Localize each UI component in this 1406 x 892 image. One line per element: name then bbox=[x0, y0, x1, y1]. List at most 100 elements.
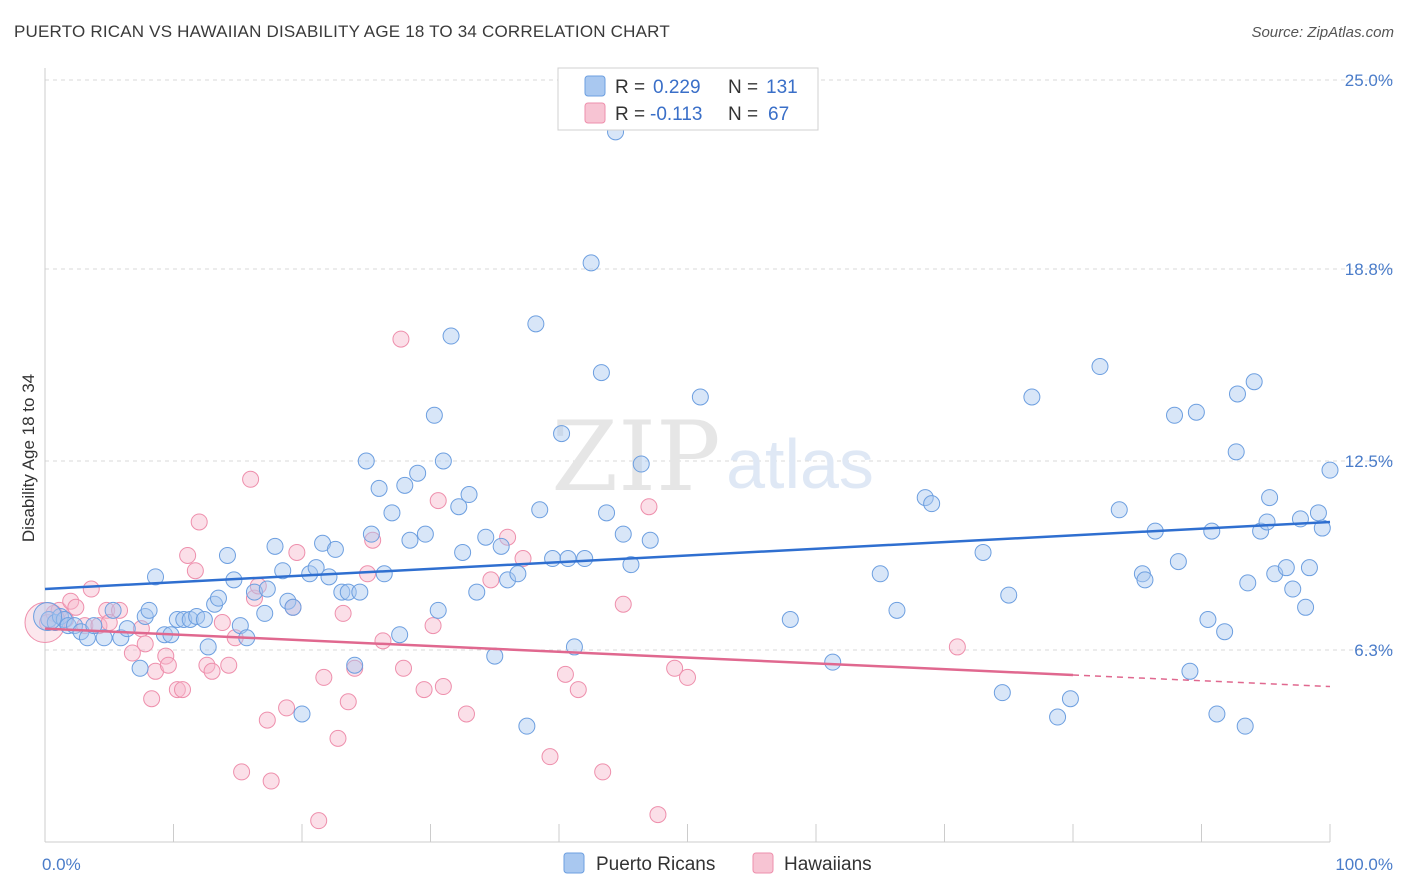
puerto-ricans-point-81 bbox=[598, 504, 616, 522]
puerto-ricans-point-33 bbox=[258, 580, 276, 598]
puerto-ricans-point-103 bbox=[1136, 571, 1154, 589]
puerto-ricans-point-58 bbox=[425, 406, 443, 424]
hawaiians-point-19 bbox=[168, 681, 186, 699]
puerto-ricans-point-75 bbox=[553, 425, 571, 443]
hawaiians-point-55 bbox=[499, 528, 517, 546]
hawaiians-point-37 bbox=[288, 543, 306, 561]
hawaiians-point-54 bbox=[482, 571, 500, 589]
puerto-ricans-point-97 bbox=[1023, 388, 1041, 406]
puerto-ricans-point-26 bbox=[209, 589, 227, 607]
y-tick-label-3: 25.0% bbox=[1345, 71, 1393, 90]
puerto-ricans-point-99 bbox=[1061, 690, 1079, 708]
puerto-ricans-point-65 bbox=[468, 583, 486, 601]
puerto-ricans-point-89 bbox=[824, 653, 842, 671]
hawaiians-point-56 bbox=[514, 550, 532, 568]
hawaiians-point-57 bbox=[541, 748, 559, 766]
puerto-ricans-point-100 bbox=[1091, 358, 1109, 376]
puerto-ricans-point-55 bbox=[401, 531, 419, 549]
puerto-ricans-point-20 bbox=[175, 610, 193, 628]
puerto-ricans-point-106 bbox=[1169, 553, 1187, 571]
legend-n-value-2: 67 bbox=[768, 104, 789, 125]
hawaiians-point-65 bbox=[679, 668, 696, 686]
puerto-ricans-point-79 bbox=[582, 254, 600, 272]
puerto-ricans-point-56 bbox=[409, 464, 427, 482]
hawaiians-point-12 bbox=[123, 644, 141, 662]
puerto-ricans-trend-line bbox=[44, 520, 1331, 591]
puerto-ricans-point-96 bbox=[1000, 586, 1018, 604]
puerto-ricans-point-72 bbox=[527, 315, 545, 333]
puerto-ricans-point-69 bbox=[499, 571, 517, 589]
hawaiians-point-49 bbox=[415, 681, 433, 699]
puerto-ricans-point-71 bbox=[518, 717, 536, 735]
hawaiians-point-38 bbox=[310, 812, 328, 830]
x-tick-label-0: 0.0% bbox=[42, 855, 81, 874]
hawaiians-point-63 bbox=[649, 806, 667, 824]
puerto-ricans-point-126 bbox=[1300, 559, 1318, 577]
hawaiians-point-60 bbox=[594, 763, 612, 781]
puerto-ricans-point-83 bbox=[614, 525, 632, 543]
puerto-ricans-point-13 bbox=[131, 659, 149, 677]
puerto-ricans-point-24 bbox=[199, 638, 217, 656]
puerto-ricans-point-63 bbox=[454, 543, 472, 561]
puerto-ricans-point-42 bbox=[320, 568, 338, 586]
legend-r-value-2: -0.113 bbox=[650, 104, 702, 125]
puerto-ricans-point-57 bbox=[416, 525, 434, 543]
hawaiians-point-42 bbox=[339, 693, 357, 711]
puerto-ricans-point-128 bbox=[1313, 519, 1331, 537]
puerto-ricans-point-80 bbox=[592, 364, 610, 382]
x-tick-label-1: 100.0% bbox=[1335, 855, 1393, 874]
puerto-ricans-point-111 bbox=[1208, 705, 1226, 723]
puerto-ricans-point-117 bbox=[1245, 373, 1263, 391]
legend-r-value-1: 0.229 bbox=[653, 77, 701, 98]
puerto-ricans-point-93 bbox=[923, 495, 941, 513]
hawaiians-point-18 bbox=[159, 656, 177, 674]
puerto-ricans-cluster-point bbox=[33, 601, 63, 631]
hawaiians-point-52 bbox=[434, 678, 452, 696]
puerto-ricans-point-34 bbox=[266, 537, 284, 555]
hawaiians-point-64 bbox=[666, 659, 684, 677]
puerto-ricans-point-115 bbox=[1236, 717, 1254, 735]
puerto-ricans-point-47 bbox=[351, 583, 369, 601]
puerto-ricans-point-76 bbox=[559, 550, 577, 568]
puerto-ricans-point-107 bbox=[1181, 662, 1199, 680]
puerto-ricans-point-27 bbox=[218, 546, 236, 564]
hawaiians-point-30 bbox=[242, 470, 260, 488]
puerto-ricans-point-91 bbox=[888, 601, 906, 619]
puerto-ricans-point-118 bbox=[1252, 522, 1270, 540]
puerto-ricans-point-62 bbox=[450, 498, 468, 516]
hawaiians-point-33 bbox=[258, 711, 276, 729]
legend-r-label-2: R = bbox=[615, 104, 645, 125]
y-tick-label-0: 6.3% bbox=[1354, 641, 1393, 660]
puerto-ricans-point-92 bbox=[916, 489, 934, 507]
y-tick-label-2: 18.8% bbox=[1345, 260, 1393, 279]
legend-swatch-blue bbox=[584, 75, 606, 97]
puerto-ricans-point-44 bbox=[333, 583, 351, 601]
puerto-ricans-point-64 bbox=[460, 486, 478, 504]
puerto-ricans-point-101 bbox=[1110, 501, 1128, 519]
source-credit: Source: ZipAtlas.com bbox=[1251, 24, 1394, 41]
hawaiians-point-22 bbox=[186, 562, 204, 580]
hawaiians-point-35 bbox=[278, 699, 296, 717]
puerto-ricans-point-87 bbox=[691, 388, 709, 406]
grid-lines bbox=[45, 79, 1395, 651]
puerto-ricans-point-43 bbox=[326, 540, 344, 558]
legend-r-label-1: R = bbox=[615, 77, 645, 98]
trend-lines bbox=[44, 520, 1331, 688]
hawaiians-point-15 bbox=[143, 690, 161, 708]
puerto-ricans-point-31 bbox=[245, 583, 263, 601]
puerto-ricans-point-119 bbox=[1258, 513, 1276, 531]
hawaiians-point-27 bbox=[220, 656, 238, 674]
puerto-ricans-point-74 bbox=[544, 550, 562, 568]
puerto-ricans-point-127 bbox=[1309, 504, 1327, 522]
hawaiians-point-66 bbox=[948, 638, 966, 656]
puerto-ricans-point-67 bbox=[486, 647, 504, 665]
hawaiians-point-25 bbox=[203, 662, 221, 680]
hawaiians-point-14 bbox=[136, 635, 154, 653]
hawaiians-point-41 bbox=[334, 604, 352, 622]
puerto-ricans-point-113 bbox=[1227, 443, 1245, 461]
puerto-ricans-point-78 bbox=[576, 550, 594, 568]
puerto-ricans-point-11 bbox=[112, 629, 130, 647]
puerto-ricans-point-84 bbox=[622, 556, 640, 574]
puerto-ricans-point-122 bbox=[1277, 559, 1295, 577]
